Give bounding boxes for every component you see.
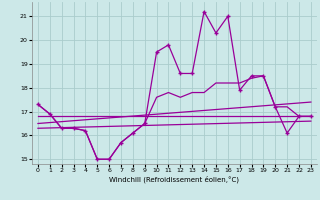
X-axis label: Windchill (Refroidissement éolien,°C): Windchill (Refroidissement éolien,°C) bbox=[109, 176, 239, 183]
